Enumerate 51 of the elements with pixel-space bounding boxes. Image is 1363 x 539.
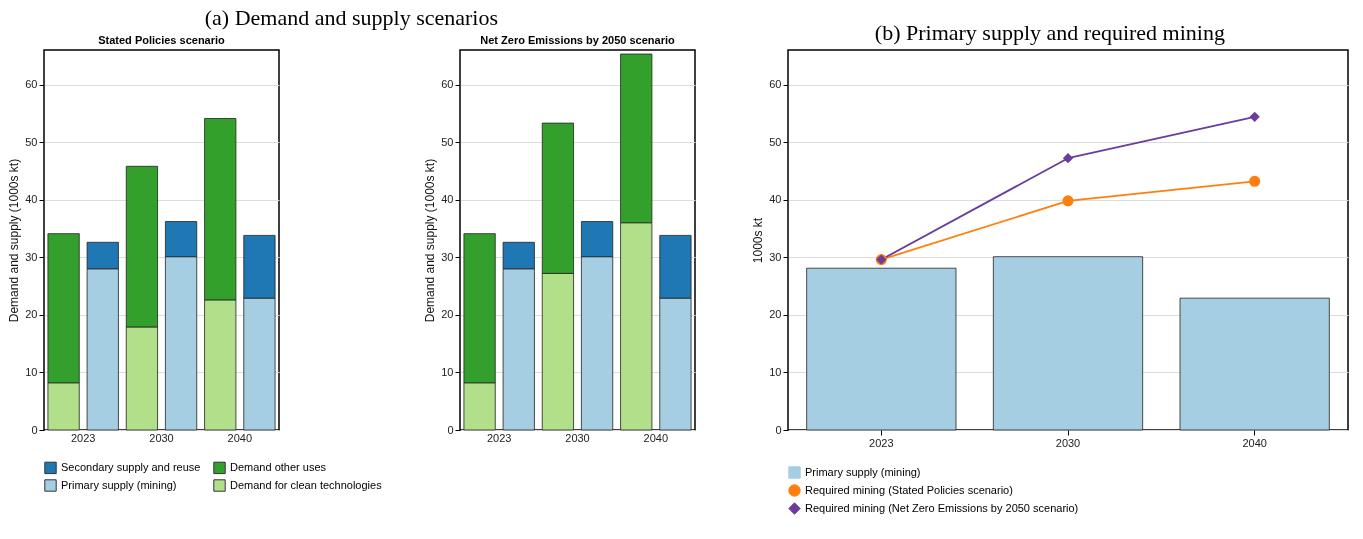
y-tick-label: 30 xyxy=(441,250,454,263)
y-axis-title: Demand and supply (1000s kt) xyxy=(7,158,22,323)
y-tick-label: 20 xyxy=(769,308,782,321)
y-tick-label: 40 xyxy=(769,193,782,206)
point xyxy=(1062,153,1074,164)
y-tick-label: 10 xyxy=(25,365,38,378)
x-tick-label: 2040 xyxy=(227,431,253,444)
legend-label: Primary supply (mining) xyxy=(805,465,921,478)
y-tick-label: 40 xyxy=(25,193,38,206)
legend-label: Secondary supply and reuse xyxy=(61,460,201,473)
bar xyxy=(992,256,1144,431)
chart-subtitle: Stated Policies scenario xyxy=(98,34,226,46)
bar xyxy=(1179,297,1330,431)
y-tick-label: 30 xyxy=(25,250,38,263)
point xyxy=(1062,195,1074,207)
y-tick-label: 40 xyxy=(441,193,454,206)
x-tick-label: 2030 xyxy=(565,431,590,444)
y-axis-title: Demand and supply (1000s kt) xyxy=(423,158,438,323)
x-tick-label: 2023 xyxy=(70,431,96,444)
legend-label: Demand other uses xyxy=(230,460,327,473)
text: (a) Demand and supply scenarios xyxy=(204,5,499,31)
chart-subtitle: Net Zero Emissions by 2050 scenario xyxy=(480,34,675,46)
y-tick-label: 10 xyxy=(441,365,454,378)
x-tick-label: 2023 xyxy=(869,436,894,449)
legend-label: Required mining (Stated Policies scenario) xyxy=(805,483,1013,496)
point xyxy=(1249,175,1261,187)
point xyxy=(1249,111,1260,122)
y-tick-label: 0 xyxy=(447,423,454,436)
x-tick-label: 2040 xyxy=(643,431,669,444)
y-axis-title: 1000s kt xyxy=(751,217,766,264)
y-tick-label: 60 xyxy=(441,78,454,91)
y-tick-label: 50 xyxy=(769,135,782,148)
bar xyxy=(806,267,957,431)
x-tick-label: 2023 xyxy=(486,431,512,444)
chart-title: (b) Primary supply and required mining xyxy=(874,20,1225,46)
y-tick-label: 60 xyxy=(25,78,38,91)
x-tick-label: 2040 xyxy=(1242,436,1267,449)
y-tick-label: 0 xyxy=(775,423,782,436)
y-tick-label: 50 xyxy=(441,135,454,148)
legend-label: Required mining (Net Zero Emissions by 2050 scenario) xyxy=(805,501,1079,514)
y-tick-label: 0 xyxy=(31,423,38,436)
x-tick-label: 2030 xyxy=(149,431,174,444)
y-tick-label: 30 xyxy=(769,250,782,263)
legend-label: Demand for clean technologies xyxy=(230,478,383,491)
legend-label: Primary supply (mining) xyxy=(61,478,177,491)
y-tick-label: 50 xyxy=(25,135,38,148)
y-tick-label: 20 xyxy=(25,308,38,321)
y-tick-label: 20 xyxy=(441,308,454,321)
y-tick-label: 10 xyxy=(769,365,782,378)
x-tick-label: 2030 xyxy=(1055,436,1081,449)
y-tick-label: 60 xyxy=(769,78,782,91)
